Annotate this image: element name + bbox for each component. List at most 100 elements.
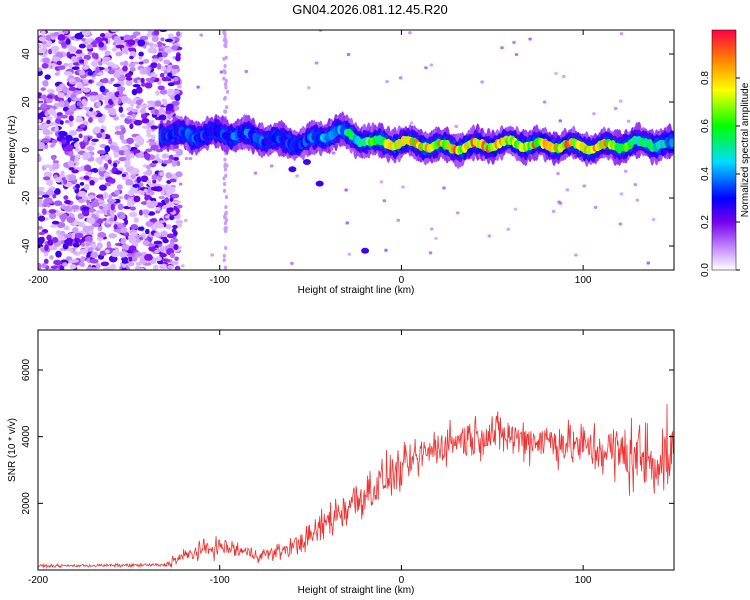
noise-blob [48,209,57,214]
noise-blob [86,43,93,50]
noise-blob [49,255,54,260]
colorbar-label: Normalized spectral amplitude [740,82,750,217]
noise-blob [107,159,112,165]
noise-blob [63,30,69,34]
noise-blob [154,109,159,114]
noise-blob [171,193,180,199]
noise-blob [58,100,65,108]
noise-blob [156,41,163,48]
noise-blob [140,113,148,120]
noise-blob [45,116,53,121]
noise-blob [346,52,351,57]
noise-blob [162,154,171,159]
noise-blob [159,30,168,33]
noise-blob [154,249,160,254]
noise-blob [169,252,176,259]
noise-blob [223,167,228,172]
noise-blob [109,112,117,116]
noise-blob [84,183,90,191]
noise-blob [155,209,160,214]
noise-blob [114,145,120,153]
noise-blob [219,70,224,74]
noise-blob [150,125,159,130]
noise-blob [174,148,178,152]
noise-blob [132,149,141,154]
noise-blob [52,193,57,199]
noise-blob [593,205,598,210]
noise-blob [136,176,142,184]
noise-blob [129,67,136,72]
noise-blob [55,230,62,236]
noise-blob [86,145,95,151]
noise-blob [51,237,59,244]
snr-x-label: Height of straight line (km) [298,585,415,596]
noise-blob [132,31,141,36]
noise-blob [120,227,128,234]
noise-blob [223,63,227,68]
noise-blob [223,265,228,270]
noise-blob [91,52,97,59]
noise-blob [89,95,98,102]
noise-blob [224,195,229,200]
noise-blob [171,67,178,75]
noise-blob [140,82,146,87]
noise-blob [42,79,49,87]
noise-blob [174,256,179,261]
noise-blob [49,245,58,251]
noise-blob [44,74,51,80]
noise-blob [409,121,414,125]
noise-blob [224,210,228,215]
noise-blob [63,195,69,200]
noise-blob [124,159,131,166]
noise-blob [83,106,91,111]
noise-blob [178,182,183,186]
noise-blob [132,183,140,188]
noise-blob [148,200,158,207]
noise-blob [68,115,74,122]
noise-blob [152,264,159,270]
noise-blob [63,71,73,76]
noise-blob [95,66,100,74]
noise-blob [41,94,48,101]
noise-blob [46,119,51,124]
noise-blob [74,32,84,40]
noise-blob [347,252,352,256]
noise-blob [429,227,434,231]
noise-blob [104,104,114,109]
noise-blob [78,69,86,76]
noise-blob [135,86,143,94]
snr-panel: -200 -100 0 100 2000 4000 6000 Height of stra… [7,329,675,596]
noise-blob [83,58,88,66]
noise-blob [173,205,178,211]
signal-cell [302,159,311,165]
x-tick-label: 0 [399,575,405,586]
snr-frame [37,329,675,571]
noise-blob [82,65,89,70]
noise-blob [58,130,67,137]
noise-blob [619,32,624,36]
noise-blob [70,259,80,263]
noise-blob [223,82,228,87]
noise-blob [131,108,139,113]
noise-blob [44,197,53,204]
noise-blob [71,169,79,174]
noise-blob [101,77,109,84]
noise-blob [49,143,55,148]
noise-blob [130,100,135,108]
noise-blob [53,188,61,195]
noise-blob [132,83,141,88]
noise-blob [138,209,144,216]
noise-blob [68,120,74,128]
noise-blob [90,251,99,259]
noise-blob [77,222,82,226]
noise-blob [253,171,258,175]
noise-blob [79,182,85,186]
noise-blob [81,30,91,36]
noise-blob [69,264,77,270]
noise-blob [46,189,54,196]
noise-blob [176,204,183,209]
noise-blob [164,197,170,204]
noise-blob [67,97,72,103]
noise-blob [148,42,154,48]
noise-blob [119,214,126,220]
